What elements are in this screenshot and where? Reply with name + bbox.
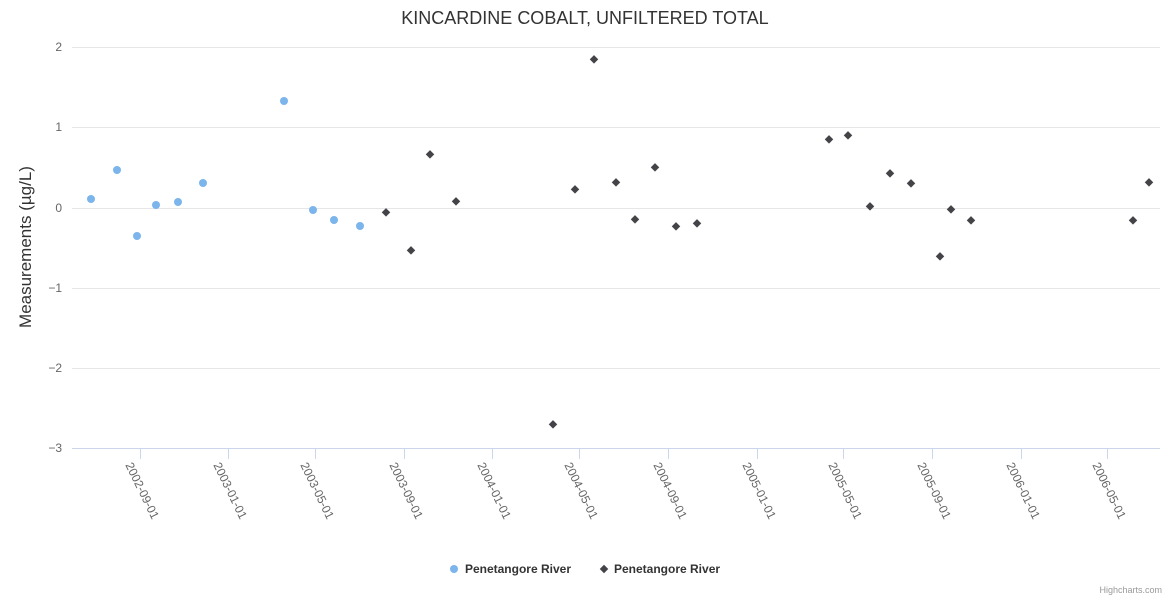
data-point-series2[interactable] [844, 130, 853, 139]
x-axis-tick-label: 2006-01-01 [1002, 459, 1043, 521]
data-point-series2[interactable] [906, 179, 915, 188]
y-axis-tick-label: 1 [55, 120, 62, 135]
x-axis-tick [843, 448, 845, 459]
x-axis-tick [932, 448, 934, 459]
x-axis-tick-label: 2003-01-01 [210, 459, 250, 521]
data-point-series2[interactable] [611, 177, 620, 186]
data-point-series1[interactable] [112, 165, 121, 174]
y-axis-tick-label: −1 [48, 280, 62, 295]
x-axis-tick-label: 2006-05-01 [1089, 459, 1130, 521]
x-axis-tick-label: 2005-01-01 [738, 459, 779, 521]
x-axis-tick [491, 448, 493, 459]
x-axis-tick [668, 448, 670, 459]
data-point-series2[interactable] [571, 185, 579, 193]
y-axis-tick-label: −2 [48, 360, 62, 375]
y-gridline [72, 47, 1160, 49]
chart-title: KINCARDINE COBALT, UNFILTERED TOTAL [401, 8, 769, 28]
data-point-series2[interactable] [936, 251, 945, 260]
x-axis-tick [139, 448, 141, 459]
x-axis-tick [403, 448, 405, 459]
y-gridline [72, 367, 1160, 369]
data-point-series1[interactable] [329, 216, 338, 225]
x-axis-tick [227, 448, 229, 459]
legend-item-series2[interactable]: Penetangore River [599, 562, 721, 576]
data-point-series2[interactable] [1144, 177, 1153, 186]
x-axis-tick-label: 2004-05-01 [561, 459, 602, 521]
data-point-series2[interactable] [966, 215, 975, 224]
data-point-series2[interactable] [631, 214, 639, 223]
x-axis-tick [1020, 448, 1022, 459]
data-point-series1[interactable] [152, 201, 161, 210]
circle-marker-icon [449, 565, 458, 573]
diamond-marker-icon [599, 564, 609, 574]
legend-item-series1[interactable]: Penetangore River [449, 562, 571, 576]
y-gridline [72, 207, 1160, 209]
data-point-series2[interactable] [1129, 216, 1138, 225]
data-point-series2[interactable] [407, 246, 415, 254]
y-axis-tick-label: −3 [48, 440, 62, 455]
x-axis-tick-label: 2004-09-01 [650, 459, 691, 521]
x-axis-tick-label: 2003-05-01 [297, 459, 337, 521]
data-point-series2[interactable] [825, 134, 833, 143]
data-point-series1[interactable] [86, 195, 95, 204]
legend-label: Penetangore River [614, 562, 721, 576]
data-point-series1[interactable] [174, 197, 183, 206]
data-point-series2[interactable] [589, 54, 598, 63]
data-point-series2[interactable] [426, 149, 435, 158]
x-axis-tick-label: 2005-09-01 [914, 459, 955, 521]
x-axis-tick-label: 2002-09-01 [122, 459, 162, 521]
data-point-series2[interactable] [692, 218, 701, 227]
y-axis-tick-label: 0 [55, 200, 62, 215]
data-point-series1[interactable] [309, 205, 318, 214]
data-point-series2[interactable] [947, 205, 956, 213]
data-point-series1[interactable] [355, 221, 364, 230]
x-axis-tick [756, 448, 758, 459]
data-point-series2[interactable] [452, 197, 461, 205]
data-point-series1[interactable] [279, 96, 288, 105]
data-point-series2[interactable] [672, 222, 681, 230]
data-point-series2[interactable] [548, 419, 557, 428]
data-point-series2[interactable] [651, 163, 660, 172]
x-axis-tick-label: 2005-05-01 [825, 459, 866, 521]
x-axis-line [72, 447, 1160, 449]
x-axis-tick [1107, 448, 1109, 459]
x-axis-tick-label: 2004-01-01 [474, 459, 514, 521]
data-point-series1[interactable] [198, 179, 207, 188]
x-axis-tick-label: 2003-09-01 [386, 459, 426, 521]
y-axis-tick-label: 2 [55, 40, 62, 55]
data-point-series1[interactable] [132, 231, 141, 240]
data-point-series2[interactable] [885, 169, 894, 177]
legend-label: Penetangore River [464, 562, 571, 576]
data-point-series2[interactable] [866, 202, 875, 210]
x-axis-tick [579, 448, 581, 459]
x-axis-tick [314, 448, 316, 459]
legend: Penetangore River Penetangore River [0, 562, 1170, 576]
y-axis-title: Measurements (µg/L) [16, 166, 35, 328]
y-gridline [72, 127, 1160, 129]
y-gridline [72, 287, 1160, 289]
highcharts-credit-link[interactable]: Highcharts.com [1099, 585, 1162, 595]
data-point-series2[interactable] [381, 208, 390, 217]
